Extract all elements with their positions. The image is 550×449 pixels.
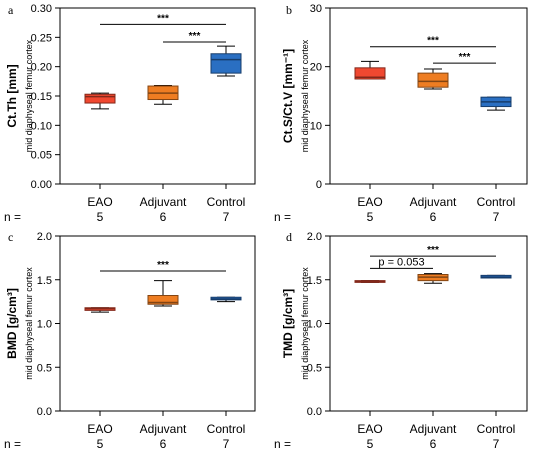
x-tick-label: Control xyxy=(207,195,246,209)
panel-c: c 0.0 0.5 1.0 1.5 2.0 BMD [g/cm³] mid diaphysea… xyxy=(4,230,256,449)
plot-frame xyxy=(329,7,528,185)
x-tick-label: Adjuvant xyxy=(410,195,457,209)
panel-a: a 0.00 0.05 0.10 0.15 0.20 0.25 0.30 Ct.Th [mm] m… xyxy=(4,3,256,224)
box-adjuvant xyxy=(417,273,449,284)
y-axis-label: BMD [g/cm³] xyxy=(5,288,19,359)
y-tick-label: 0.15 xyxy=(31,91,52,103)
significance-label: *** xyxy=(189,31,201,42)
x-tick-label: EAO xyxy=(357,195,382,209)
y-tick-label: 0 xyxy=(316,179,322,191)
x-tick-label: Control xyxy=(477,422,516,436)
y-tick-label: 1.5 xyxy=(37,275,52,287)
y-axis-sublabel: mid diaphyseal femur cortex xyxy=(24,267,34,380)
x-tick-label: Control xyxy=(207,422,246,436)
n-value: 6 xyxy=(430,210,437,224)
y-tick-label: 1.0 xyxy=(307,319,322,331)
x-tick-label: EAO xyxy=(357,422,382,436)
panel-label: d xyxy=(286,230,292,244)
n-value: 7 xyxy=(493,210,500,224)
n-value: 7 xyxy=(223,210,230,224)
y-tick-label: 0.5 xyxy=(37,362,52,374)
x-tick-label: EAO xyxy=(87,422,112,436)
significance-label: *** xyxy=(459,52,471,63)
panel-label: a xyxy=(8,3,14,17)
significance-label: *** xyxy=(427,36,439,47)
box-adjuvant xyxy=(147,84,179,105)
x-tick-label: Adjuvant xyxy=(140,422,187,436)
y-axis-label: Ct.S/Ct.V [mm⁻¹] xyxy=(281,49,295,143)
y-tick-label: 2.0 xyxy=(307,231,322,243)
box-eao xyxy=(354,280,386,283)
n-label: n = xyxy=(4,437,21,449)
n-value: 6 xyxy=(160,210,167,224)
y-tick-label: 2.0 xyxy=(37,231,52,243)
y-axis-sublabel: mid diaphyseal femur cortex xyxy=(300,267,310,380)
x-tick-label: Control xyxy=(477,195,516,209)
y-tick-label: 0.10 xyxy=(31,120,52,132)
n-label: n = xyxy=(4,210,21,224)
box-eao xyxy=(354,60,386,80)
n-value: 5 xyxy=(97,437,104,449)
box-control xyxy=(210,45,242,77)
significance-label: *** xyxy=(157,260,169,271)
y-axis-sublabel: mid diaphyseal femur cortex xyxy=(300,39,310,152)
significance-label: *** xyxy=(427,245,439,256)
box-eao xyxy=(84,92,116,110)
box-body xyxy=(84,93,116,104)
y-tick-label: 0.5 xyxy=(307,362,322,374)
n-value: 5 xyxy=(97,210,104,224)
n-value: 6 xyxy=(430,437,437,449)
y-tick-label: 1.5 xyxy=(307,275,322,287)
significance-label: p = 0.053 xyxy=(378,256,424,268)
x-tick-label: EAO xyxy=(87,195,112,209)
y-axis-label: Ct.Th [mm] xyxy=(5,64,19,127)
y-tick-label: 10 xyxy=(310,120,322,132)
box-body xyxy=(210,53,242,74)
box-eao xyxy=(84,307,116,313)
box-body xyxy=(147,295,179,305)
y-tick-label: 0.0 xyxy=(37,406,52,418)
y-tick-label: 20 xyxy=(310,62,322,74)
panel-d: d 0.0 0.5 1.0 1.5 2.0 TMD [g/cm³] mid diaphysea… xyxy=(274,230,528,449)
y-axis-sublabel: mid diaphyseal femur cortex xyxy=(24,39,34,152)
y-tick-label: 0.30 xyxy=(31,3,52,15)
n-value: 6 xyxy=(160,437,167,449)
y-tick-label: 0.00 xyxy=(31,179,52,191)
box-adjuvant xyxy=(417,68,449,90)
y-tick-label: 30 xyxy=(310,3,322,15)
y-tick-label: 0.05 xyxy=(31,150,52,162)
y-tick-label: 0.25 xyxy=(31,32,52,44)
y-axis-label: TMD [g/cm³] xyxy=(281,289,295,358)
y-tick-label: 0.0 xyxy=(307,406,322,418)
n-value: 7 xyxy=(223,437,230,449)
panel-label: b xyxy=(286,3,292,17)
box-body xyxy=(417,72,449,88)
n-label: n = xyxy=(274,437,291,449)
box-body xyxy=(354,67,386,80)
n-value: 5 xyxy=(367,210,374,224)
y-tick-label: 1.0 xyxy=(37,319,52,331)
n-label: n = xyxy=(274,210,291,224)
box-adjuvant xyxy=(147,280,179,307)
n-value: 7 xyxy=(493,437,500,449)
x-tick-label: Adjuvant xyxy=(410,422,457,436)
x-tick-label: Adjuvant xyxy=(140,195,187,209)
box-control xyxy=(480,96,512,111)
n-value: 5 xyxy=(367,437,374,449)
significance-label: *** xyxy=(157,13,169,24)
panel-b: b 0 10 20 30 Ct.S/Ct.V [mm⁻¹] mid diaphyseal f… xyxy=(274,3,528,224)
panel-label: c xyxy=(8,230,13,244)
box-control xyxy=(210,296,242,303)
y-tick-label: 0.20 xyxy=(31,62,52,74)
box-control xyxy=(480,274,512,279)
